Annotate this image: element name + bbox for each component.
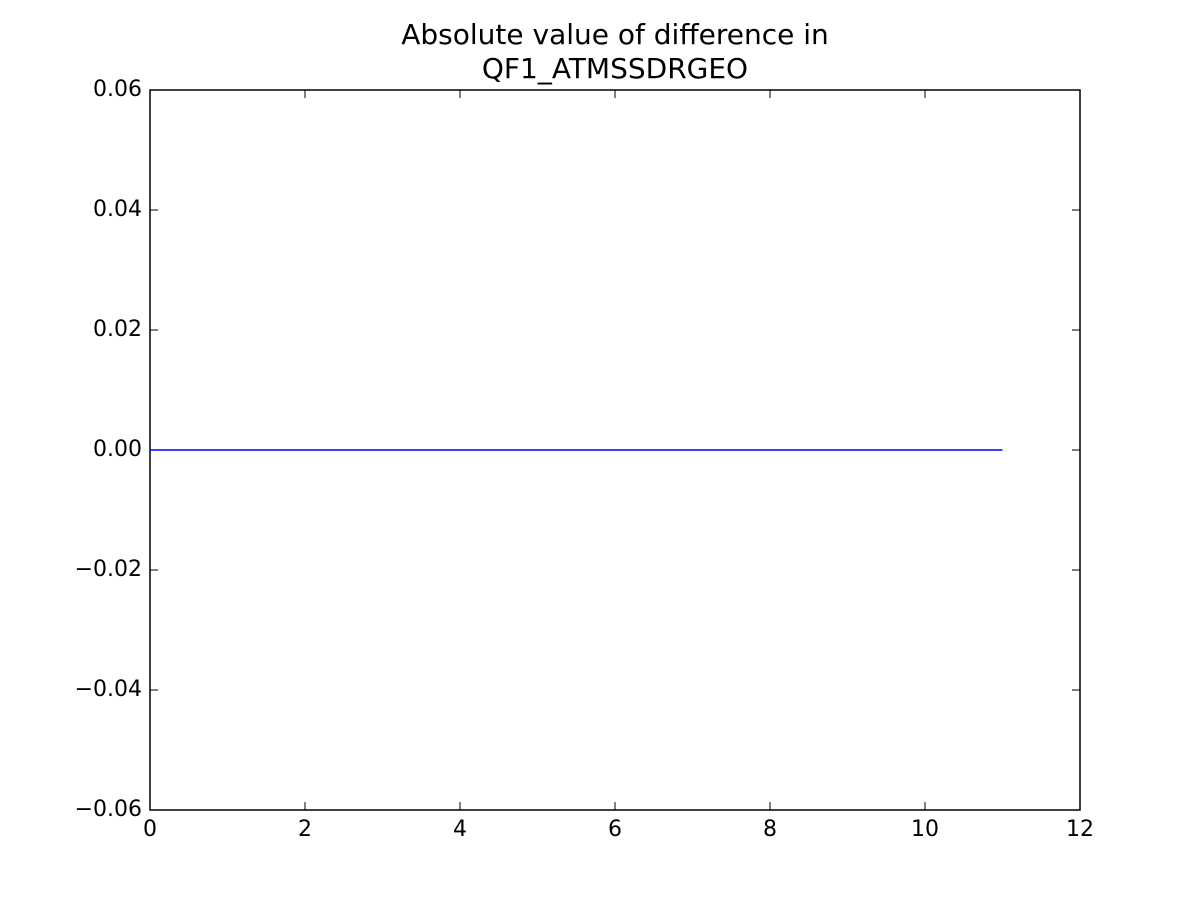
x-tick-label: 10 [911,817,939,842]
y-tick-label: 0.06 [93,77,142,102]
x-tick-label: 2 [298,817,312,842]
y-tick-label: 0.00 [93,437,142,462]
y-tick-label: 0.02 [93,317,142,342]
y-tick-label: −0.02 [75,557,142,582]
x-tick-label: 0 [143,817,157,842]
x-tick-label: 8 [763,817,777,842]
x-tick-label: 12 [1066,817,1094,842]
y-tick-label: −0.06 [75,797,142,822]
y-tick-label: −0.04 [75,677,142,702]
x-tick-label: 6 [608,817,622,842]
chart-title: Absolute value of difference in QF1_ATMS… [401,18,829,85]
x-tick-label: 4 [453,817,467,842]
y-tick-label: 0.04 [93,197,142,222]
